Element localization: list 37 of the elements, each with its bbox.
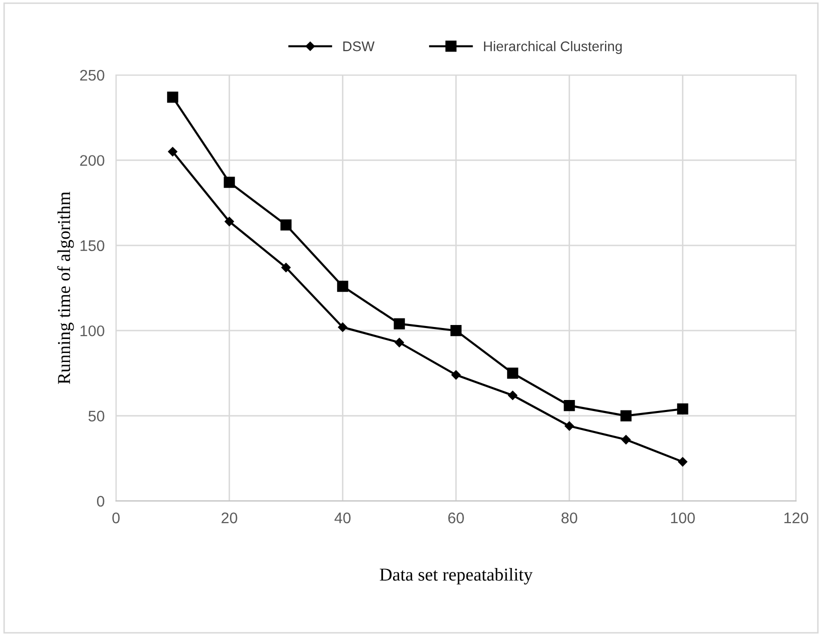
point: [168, 147, 178, 156]
point: [337, 280, 348, 292]
x-tick-label: 40: [334, 512, 351, 524]
x-tick-label: 0: [112, 512, 120, 524]
point: [338, 322, 348, 332]
point: [224, 176, 235, 188]
legend-label: Hierarchical Clustering: [484, 41, 622, 54]
point: [167, 92, 178, 103]
y-tick-label: 150: [80, 240, 104, 252]
legend-label: DSW: [343, 41, 375, 52]
y-tick-label: 250: [80, 70, 104, 81]
point: [621, 435, 631, 444]
point: [508, 390, 518, 400]
point: [678, 457, 688, 466]
point: [620, 410, 632, 422]
point: [394, 318, 405, 330]
x-tick-label: 60: [448, 512, 464, 524]
y-tick-label: 100: [80, 325, 104, 336]
point: [564, 400, 575, 412]
point: [507, 368, 518, 379]
point: [451, 370, 461, 380]
point: [281, 262, 291, 272]
y-tick-label: 50: [88, 410, 104, 422]
x-tick-label: 120: [784, 512, 808, 524]
y-axis-title: Running time of algorithm: [57, 192, 74, 384]
x-tick-label: 20: [222, 512, 238, 524]
point: [450, 325, 462, 336]
x-tick-label: 80: [562, 512, 578, 524]
point: [677, 403, 688, 415]
x-axis-title: Data set repeatability: [380, 568, 533, 584]
point: [280, 219, 292, 231]
point: [564, 421, 574, 431]
y-tick-label: 200: [80, 155, 104, 166]
point: [394, 338, 404, 348]
y-tick-label: 0: [96, 496, 104, 507]
x-tick-label: 100: [671, 512, 695, 524]
point: [224, 216, 234, 226]
